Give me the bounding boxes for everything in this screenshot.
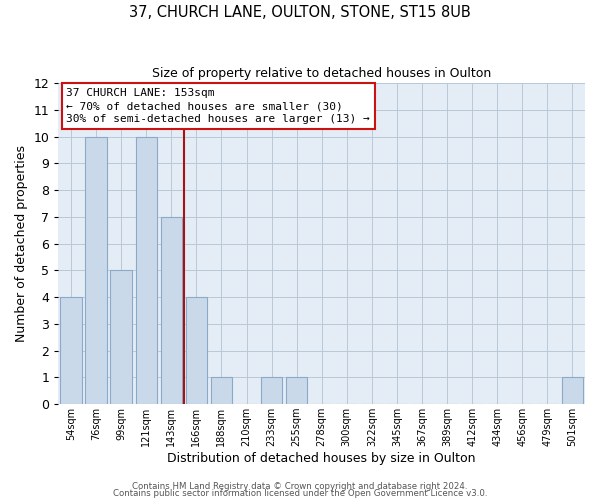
Bar [261, 378, 282, 404]
Title: Size of property relative to detached houses in Oulton: Size of property relative to detached ho… [152, 68, 491, 80]
Bar [161, 217, 182, 404]
Y-axis label: Number of detached properties: Number of detached properties [15, 145, 28, 342]
Bar [562, 378, 583, 404]
Text: Contains public sector information licensed under the Open Government Licence v3: Contains public sector information licen… [113, 489, 487, 498]
Text: 37 CHURCH LANE: 153sqm
← 70% of detached houses are smaller (30)
30% of semi-det: 37 CHURCH LANE: 153sqm ← 70% of detached… [67, 88, 370, 124]
Bar [211, 378, 232, 404]
Bar [85, 136, 107, 404]
Bar [110, 270, 132, 404]
Text: 37, CHURCH LANE, OULTON, STONE, ST15 8UB: 37, CHURCH LANE, OULTON, STONE, ST15 8UB [129, 5, 471, 20]
Bar [286, 378, 307, 404]
X-axis label: Distribution of detached houses by size in Oulton: Distribution of detached houses by size … [167, 452, 476, 465]
Text: Contains HM Land Registry data © Crown copyright and database right 2024.: Contains HM Land Registry data © Crown c… [132, 482, 468, 491]
Bar [61, 297, 82, 404]
Bar [136, 136, 157, 404]
Bar [186, 297, 207, 404]
